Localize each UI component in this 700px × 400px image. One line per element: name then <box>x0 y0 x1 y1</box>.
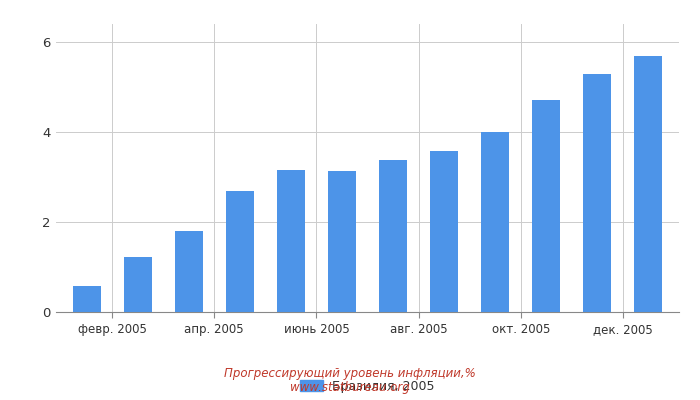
Bar <box>532 100 560 312</box>
Bar <box>124 257 152 312</box>
Bar <box>430 151 458 312</box>
Bar <box>277 170 305 312</box>
Bar <box>583 74 611 312</box>
Legend: Бразилия, 2005: Бразилия, 2005 <box>295 375 440 398</box>
Bar <box>226 191 254 312</box>
Bar <box>73 286 101 312</box>
Bar <box>328 171 356 312</box>
Text: Прогрессирующий уровень инфляции,%: Прогрессирующий уровень инфляции,% <box>224 368 476 380</box>
Bar <box>481 132 509 312</box>
Bar <box>175 232 203 312</box>
Bar <box>379 160 407 312</box>
Bar <box>634 56 662 312</box>
Text: www.statbureau.org: www.statbureau.org <box>290 382 410 394</box>
